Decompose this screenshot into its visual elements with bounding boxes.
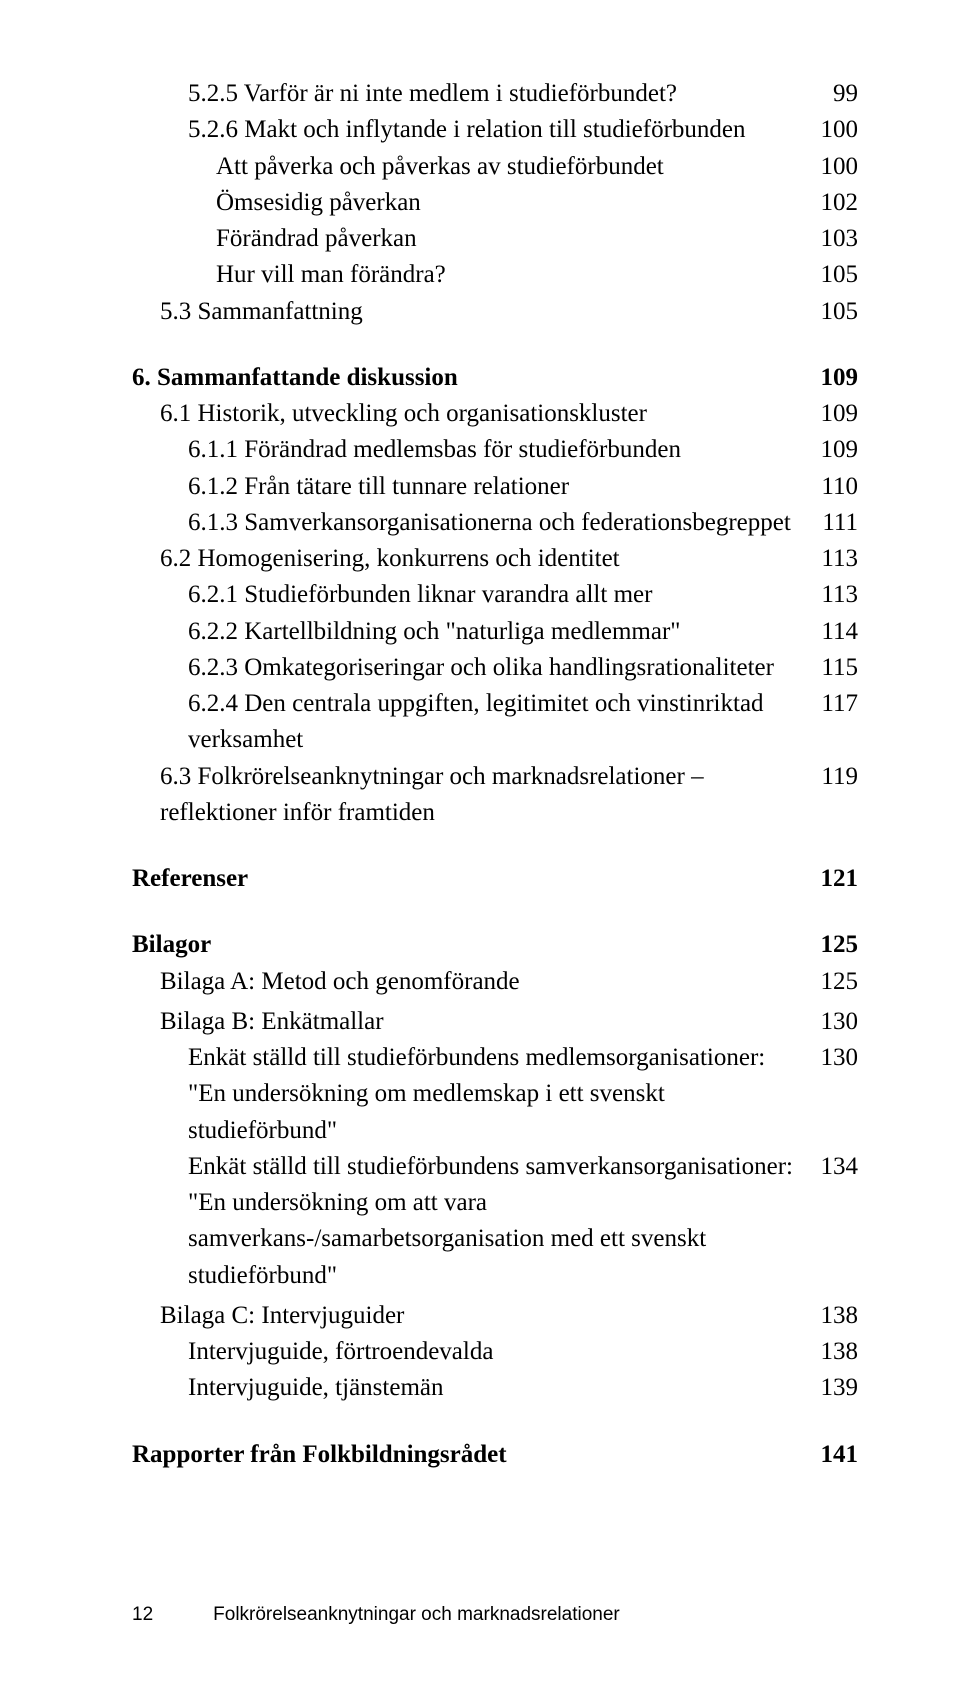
- toc-entry-page: 130: [808, 1004, 858, 1040]
- toc-entry-page: 102: [808, 185, 858, 221]
- toc-entry-page: 114: [808, 614, 858, 650]
- toc-entry: Enkät ställd till studieförbundens samve…: [132, 1149, 858, 1294]
- footer-page-number: 12: [132, 1604, 153, 1626]
- toc-entry-page: 115: [808, 650, 858, 686]
- toc-entry-page: 113: [808, 577, 858, 613]
- toc-entry-page: 125: [808, 927, 858, 963]
- toc-entry-page: 100: [808, 149, 858, 185]
- toc-entry-label: Intervjuguide, tjänstemän: [188, 1370, 808, 1406]
- toc-entry: 6.1 Historik, utveckling och organisatio…: [132, 396, 858, 432]
- toc-entry-page: 125: [808, 964, 858, 1000]
- toc-entry-page: 117: [808, 686, 858, 722]
- toc-entry-page: 109: [808, 432, 858, 468]
- toc-entry: 6. Sammanfattande diskussion109: [132, 360, 858, 396]
- toc-entry-label: 5.2.5 Varför är ni inte medlem i studief…: [188, 76, 808, 112]
- toc-gap: [132, 831, 858, 861]
- page: 5.2.5 Varför är ni inte medlem i studief…: [0, 0, 960, 1688]
- toc-entry: 6.2.2 Kartellbildning och "naturliga med…: [132, 614, 858, 650]
- toc-entry: Rapporter från Folkbildningsrådet141: [132, 1437, 858, 1473]
- toc-entry: Referenser121: [132, 861, 858, 897]
- toc-entry-page: 141: [808, 1437, 858, 1473]
- toc-entry-label: Hur vill man förändra?: [216, 257, 808, 293]
- table-of-contents: 5.2.5 Varför är ni inte medlem i studief…: [132, 76, 858, 1473]
- toc-entry-page: 109: [808, 396, 858, 432]
- toc-entry-page: 100: [808, 112, 858, 148]
- toc-entry-page: 110: [808, 469, 858, 505]
- toc-entry-page: 109: [808, 360, 858, 396]
- toc-entry-label: Intervjuguide, förtroendevalda: [188, 1334, 808, 1370]
- toc-entry: Hur vill man förändra?105: [132, 257, 858, 293]
- toc-entry: 5.3 Sammanfattning105: [132, 294, 858, 330]
- toc-entry-label: Att påverka och påverkas av studieförbun…: [216, 149, 808, 185]
- toc-entry-label: 6.2.4 Den centrala uppgiften, legitimite…: [188, 686, 808, 759]
- toc-entry-label: Referenser: [132, 861, 808, 897]
- toc-entry: 6.3 Folkrörelseanknytningar och marknads…: [132, 759, 858, 832]
- toc-entry-label: 6. Sammanfattande diskussion: [132, 360, 808, 396]
- toc-entry-label: Förändrad påverkan: [216, 221, 808, 257]
- toc-entry: Bilaga A: Metod och genomförande125: [132, 964, 858, 1000]
- toc-entry: Att påverka och påverkas av studieförbun…: [132, 149, 858, 185]
- toc-entry-label: Bilagor: [132, 927, 808, 963]
- toc-entry-page: 111: [808, 505, 858, 541]
- page-footer: 12 Folkrörelseanknytningar och marknadsr…: [132, 1604, 858, 1626]
- toc-entry: Ömsesidig påverkan102: [132, 185, 858, 221]
- toc-entry: 6.2 Homogenisering, konkurrens och ident…: [132, 541, 858, 577]
- toc-entry-label: Enkät ställd till studieförbundens medle…: [188, 1040, 808, 1149]
- toc-entry-label: Bilaga A: Metod och genomförande: [160, 964, 808, 1000]
- toc-entry: Enkät ställd till studieförbundens medle…: [132, 1040, 858, 1149]
- toc-gap: [132, 1407, 858, 1437]
- toc-entry: 5.2.6 Makt och inflytande i relation til…: [132, 112, 858, 148]
- toc-entry-label: 6.2 Homogenisering, konkurrens och ident…: [160, 541, 808, 577]
- toc-gap: [132, 330, 858, 360]
- toc-entry-label: Bilaga C: Intervjuguider: [160, 1298, 808, 1334]
- toc-entry-page: 138: [808, 1298, 858, 1334]
- toc-entry-label: 6.1 Historik, utveckling och organisatio…: [160, 396, 808, 432]
- toc-entry-page: 103: [808, 221, 858, 257]
- toc-entry: 6.2.3 Omkategoriseringar och olika handl…: [132, 650, 858, 686]
- toc-entry-label: 6.2.1 Studieförbunden liknar varandra al…: [188, 577, 808, 613]
- toc-entry-label: 5.3 Sammanfattning: [160, 294, 808, 330]
- toc-entry: Förändrad påverkan103: [132, 221, 858, 257]
- toc-entry: 6.1.1 Förändrad medlemsbas för studieför…: [132, 432, 858, 468]
- toc-entry-page: 138: [808, 1334, 858, 1370]
- toc-entry-label: Enkät ställd till studieförbundens samve…: [188, 1149, 808, 1294]
- toc-entry: 6.1.3 Samverkansorganisationerna och fed…: [132, 505, 858, 541]
- toc-entry: 5.2.5 Varför är ni inte medlem i studief…: [132, 76, 858, 112]
- toc-entry-page: 139: [808, 1370, 858, 1406]
- footer-running-title: Folkrörelseanknytningar och marknadsrela…: [213, 1604, 620, 1626]
- toc-entry-label: Bilaga B: Enkätmallar: [160, 1004, 808, 1040]
- toc-entry-label: 6.1.2 Från tätare till tunnare relatione…: [188, 469, 808, 505]
- toc-entry: 6.1.2 Från tätare till tunnare relatione…: [132, 469, 858, 505]
- toc-entry: Bilaga C: Intervjuguider138: [132, 1298, 858, 1334]
- toc-entry-label: 6.3 Folkrörelseanknytningar och marknads…: [160, 759, 808, 832]
- toc-entry-label: 6.1.3 Samverkansorganisationerna och fed…: [188, 505, 808, 541]
- toc-entry-label: 5.2.6 Makt och inflytande i relation til…: [188, 112, 808, 148]
- toc-entry: Bilaga B: Enkätmallar130: [132, 1004, 858, 1040]
- toc-entry: 6.2.4 Den centrala uppgiften, legitimite…: [132, 686, 858, 759]
- toc-entry-page: 99: [808, 76, 858, 112]
- toc-entry: Intervjuguide, förtroendevalda138: [132, 1334, 858, 1370]
- toc-entry-page: 113: [808, 541, 858, 577]
- toc-entry: Bilagor125: [132, 927, 858, 963]
- toc-entry: Intervjuguide, tjänstemän139: [132, 1370, 858, 1406]
- toc-entry-page: 134: [808, 1149, 858, 1185]
- toc-entry-label: 6.1.1 Förändrad medlemsbas för studieför…: [188, 432, 808, 468]
- toc-entry-label: Ömsesidig påverkan: [216, 185, 808, 221]
- toc-entry-page: 119: [808, 759, 858, 795]
- toc-gap: [132, 897, 858, 927]
- toc-entry: 6.2.1 Studieförbunden liknar varandra al…: [132, 577, 858, 613]
- toc-entry-page: 121: [808, 861, 858, 897]
- toc-entry-page: 105: [808, 257, 858, 293]
- toc-entry-label: Rapporter från Folkbildningsrådet: [132, 1437, 808, 1473]
- toc-entry-page: 105: [808, 294, 858, 330]
- toc-entry-label: 6.2.3 Omkategoriseringar och olika handl…: [188, 650, 808, 686]
- toc-entry-label: 6.2.2 Kartellbildning och "naturliga med…: [188, 614, 808, 650]
- toc-entry-page: 130: [808, 1040, 858, 1076]
